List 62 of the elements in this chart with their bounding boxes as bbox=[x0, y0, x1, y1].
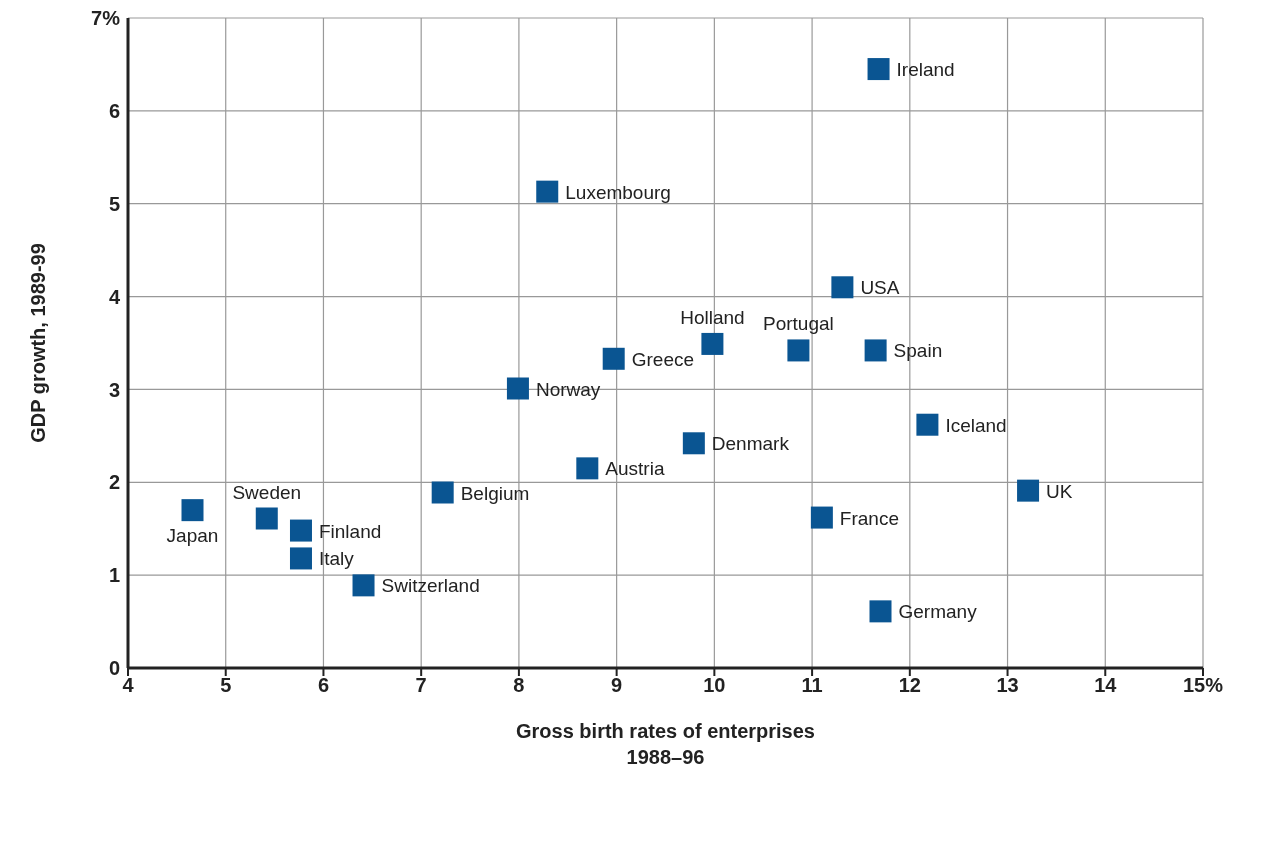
annotation: Norway bbox=[535, 378, 601, 400]
x-axis-title: Gross birth rates of enterprises 1988–96 bbox=[516, 720, 815, 768]
y-tick-label: 5 bbox=[108, 192, 120, 215]
point bbox=[576, 457, 599, 480]
x-tick-label: 5 bbox=[220, 674, 232, 697]
annotation: France bbox=[839, 507, 899, 529]
point bbox=[431, 481, 454, 504]
point bbox=[255, 507, 278, 530]
x-tick-label: 9 bbox=[611, 674, 623, 697]
annotation: Finland bbox=[318, 520, 382, 542]
annotation: Sweden bbox=[232, 481, 302, 503]
y-tick-label: 0 bbox=[108, 657, 120, 680]
point bbox=[810, 506, 833, 529]
annotation: Japan bbox=[166, 525, 219, 547]
y-tick-label: 2 bbox=[108, 471, 120, 494]
point bbox=[1017, 479, 1040, 502]
annotation: Greece bbox=[631, 348, 695, 370]
annotation: Iceland bbox=[945, 414, 1007, 436]
x-tick-label: 14 bbox=[1094, 674, 1118, 697]
annotation: Luxembourg bbox=[565, 181, 671, 203]
annotation: Holland bbox=[680, 306, 745, 328]
annotation: UK bbox=[1046, 480, 1073, 502]
point bbox=[916, 413, 939, 436]
y-tick-label: 7% bbox=[91, 7, 121, 30]
x-tick-label: 4 bbox=[122, 674, 135, 697]
annotation: Denmark bbox=[711, 433, 790, 455]
point bbox=[352, 574, 375, 597]
point bbox=[787, 339, 810, 362]
x-tick-label: 6 bbox=[317, 674, 330, 697]
point bbox=[602, 347, 625, 370]
x-tick-label: 15% bbox=[1182, 674, 1224, 697]
point bbox=[506, 377, 529, 400]
x-tick-label: 13 bbox=[996, 674, 1019, 697]
point bbox=[869, 600, 892, 623]
point bbox=[536, 180, 559, 203]
y-tick-label: 6 bbox=[108, 99, 120, 122]
y-axis-title: GDP growth, 1989-99 bbox=[27, 243, 50, 443]
annotation: Ireland bbox=[896, 59, 955, 81]
x-tick-label: 8 bbox=[513, 674, 525, 697]
x-tick-label: 11 bbox=[801, 674, 823, 697]
annotation: Austria bbox=[605, 458, 665, 480]
x-tick-label: 10 bbox=[703, 674, 726, 697]
point bbox=[864, 339, 887, 362]
point bbox=[701, 332, 724, 355]
annotation: Switzerland bbox=[381, 575, 480, 597]
point bbox=[867, 58, 890, 81]
annotation: Spain bbox=[893, 340, 943, 362]
annotation: Belgium bbox=[460, 482, 530, 504]
point bbox=[289, 547, 312, 570]
x-tick-label: 12 bbox=[898, 674, 921, 697]
annotation: USA bbox=[860, 277, 900, 299]
x-tick-label: 7 bbox=[415, 674, 427, 697]
point bbox=[682, 432, 705, 455]
y-tick-label: 3 bbox=[108, 378, 120, 401]
y-tick-label: 4 bbox=[108, 285, 121, 308]
point bbox=[831, 276, 854, 299]
annotation: Germany bbox=[898, 601, 978, 623]
annotation: Portugal bbox=[763, 313, 834, 335]
annotation: Italy bbox=[318, 548, 355, 570]
point bbox=[289, 519, 312, 542]
y-tick-label: 1 bbox=[108, 564, 120, 587]
point bbox=[181, 499, 204, 522]
